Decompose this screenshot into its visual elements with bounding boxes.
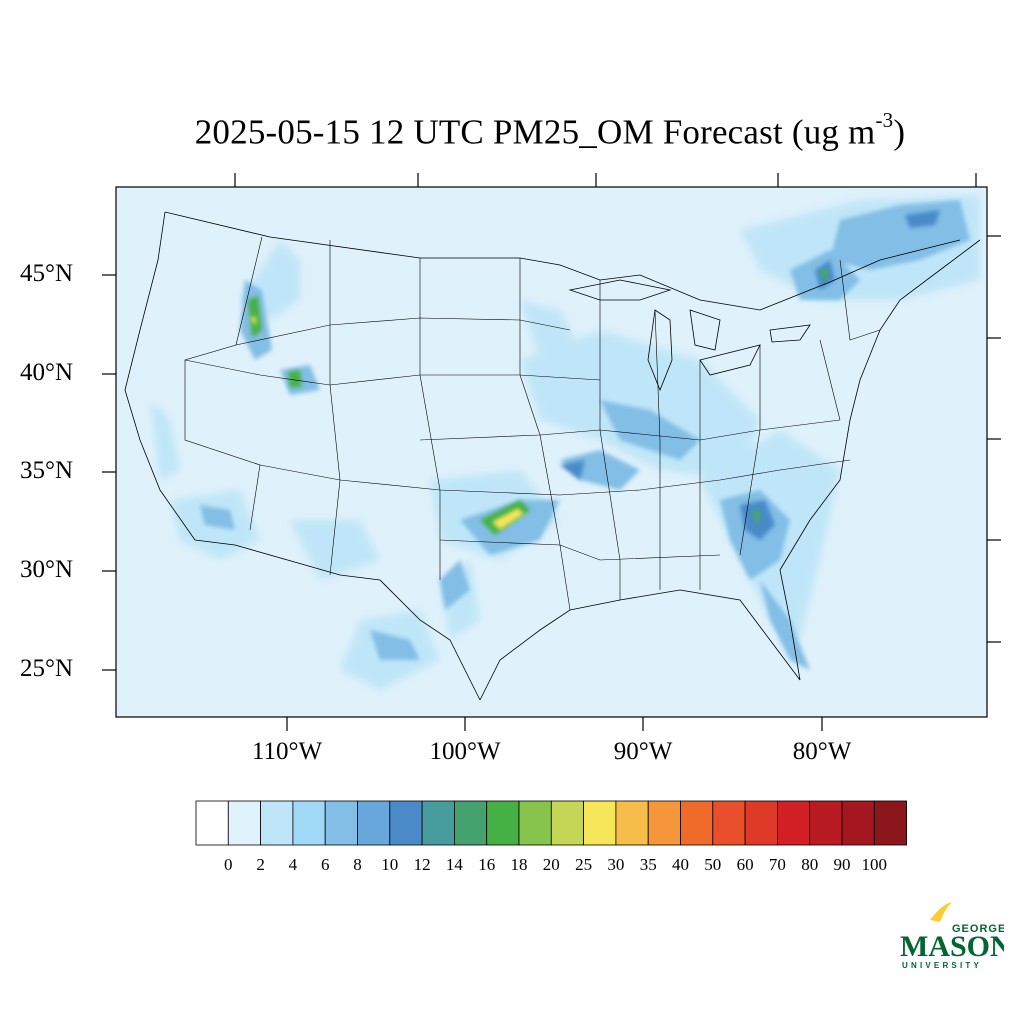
logo-line1: GEORGE	[952, 923, 1004, 935]
title-superscript: -3	[875, 108, 894, 132]
logo-line2: MASON	[900, 930, 1004, 963]
colorbar-label-12: 30	[607, 855, 625, 874]
lat-label-45: 45°N	[20, 260, 74, 287]
colorbar-label-9: 18	[510, 855, 528, 874]
lat-label-35: 35°N	[20, 457, 74, 484]
lon-label-100w: 100°W	[429, 738, 501, 765]
colorbar-label-17: 70	[768, 855, 786, 874]
lon-label-80w: 80°W	[792, 738, 852, 765]
colorbar-label-7: 14	[445, 855, 463, 874]
colorbar-box-6	[389, 800, 423, 846]
colorbar-box-14	[647, 800, 681, 846]
colorbar-box-17	[744, 800, 778, 846]
map-title: 2025-05-15 12 UTC PM25_OM Forecast (ug m…	[0, 108, 1024, 153]
colorbar-box-21	[873, 800, 907, 846]
colorbar-label-4: 8	[353, 855, 362, 874]
contour-level-30	[250, 316, 524, 530]
colorbar-box-3	[292, 800, 326, 846]
colorbar-box-16	[712, 800, 746, 846]
lake-superior	[568, 279, 672, 301]
colorbar-box-7	[421, 800, 455, 846]
concentration-field	[150, 195, 980, 690]
boundaries	[124, 211, 981, 701]
lake-ontario	[769, 324, 811, 343]
lat-label-40: 40°N	[20, 359, 74, 386]
canada-border	[164, 211, 961, 311]
colorbar-label-6: 12	[413, 855, 431, 874]
colorbar-box-13	[615, 800, 649, 846]
colorbar	[195, 800, 907, 846]
colorbar-label-14: 40	[672, 855, 689, 874]
logo-line3: UNIVERSITY	[902, 961, 982, 970]
colorbar-box-15	[680, 800, 714, 846]
colorbar-label-18: 80	[801, 855, 819, 874]
colorbar-label-2: 4	[288, 855, 298, 874]
lake-huron	[689, 309, 721, 351]
colorbar-box-2	[260, 800, 294, 846]
colorbar-box-10	[518, 800, 552, 846]
colorbar-label-20: 100	[861, 855, 888, 874]
title-text: 2025-05-15 12 UTC PM25_OM Forecast (ug m	[194, 112, 876, 152]
colorbar-label-16: 60	[736, 855, 754, 874]
colorbar-label-1: 2	[256, 855, 265, 874]
gmu-logo: GEORGE MASON UNIVERSITY	[900, 902, 1004, 970]
colorbar-label-13: 35	[639, 855, 657, 874]
colorbar-box-12	[583, 800, 617, 846]
colorbar-label-19: 90	[833, 855, 851, 874]
mexico-border	[194, 539, 481, 701]
colorbar-label-15: 50	[704, 855, 722, 874]
lake-michigan	[647, 309, 673, 392]
title-close: )	[893, 112, 906, 152]
colorbar-box-20	[841, 800, 875, 846]
logo-swoosh	[930, 902, 952, 922]
lat-label-30: 30°N	[20, 556, 74, 583]
colorbar-box-0	[195, 800, 229, 846]
colorbar-box-5	[357, 800, 391, 846]
colorbar-label-8: 16	[478, 855, 496, 874]
colorbar-box-4	[324, 800, 358, 846]
colorbar-label-11: 25	[575, 855, 593, 874]
lon-label-90w: 90°W	[613, 738, 673, 765]
colorbar-box-18	[777, 800, 811, 846]
pacific-coast	[124, 211, 196, 541]
lat-label-25: 25°N	[20, 655, 74, 682]
colorbar-label-10: 20	[542, 855, 560, 874]
lon-label-110w: 110°W	[251, 738, 323, 765]
axis-ticks	[102, 173, 1001, 731]
colorbar-box-9	[486, 800, 520, 846]
map-frame	[115, 186, 988, 718]
colorbar-box-11	[550, 800, 584, 846]
lake-erie	[699, 344, 761, 376]
colorbar-box-19	[809, 800, 843, 846]
colorbar-label-5: 10	[381, 855, 399, 874]
colorbar-label-3: 6	[320, 855, 330, 874]
colorbar-box-1	[227, 800, 262, 846]
colorbar-label-0: 0	[224, 855, 233, 874]
colorbar-box-8	[453, 800, 488, 846]
